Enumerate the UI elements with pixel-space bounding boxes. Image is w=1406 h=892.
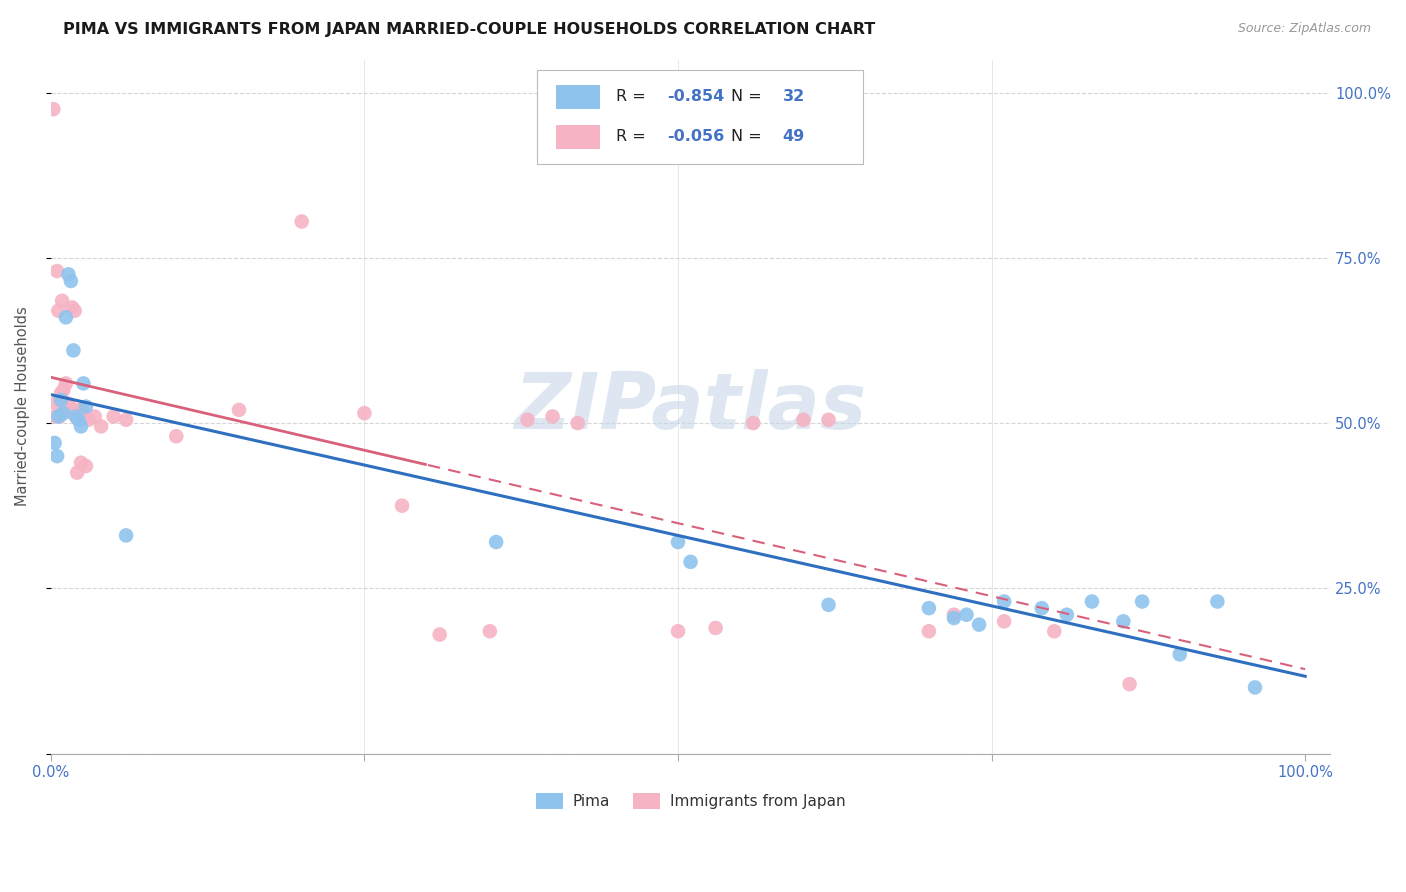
FancyBboxPatch shape bbox=[557, 85, 600, 109]
Point bbox=[72, 409, 94, 424]
Point bbox=[65, 409, 87, 424]
Point bbox=[44, 436, 66, 450]
Point bbox=[429, 627, 451, 641]
Point bbox=[46, 264, 69, 278]
Point bbox=[993, 594, 1015, 608]
Point bbox=[56, 396, 79, 410]
Point bbox=[1081, 594, 1104, 608]
Point bbox=[942, 607, 965, 622]
Point bbox=[567, 416, 589, 430]
Point bbox=[46, 449, 69, 463]
Point bbox=[792, 413, 814, 427]
Point bbox=[75, 400, 97, 414]
Point bbox=[75, 458, 97, 473]
Point bbox=[55, 376, 77, 391]
Point bbox=[49, 386, 72, 401]
Point bbox=[52, 383, 75, 397]
Point bbox=[1130, 594, 1153, 608]
Point bbox=[391, 499, 413, 513]
Point bbox=[704, 621, 727, 635]
FancyBboxPatch shape bbox=[537, 70, 863, 164]
Point bbox=[165, 429, 187, 443]
Point bbox=[541, 409, 564, 424]
Point bbox=[67, 413, 90, 427]
Point bbox=[63, 303, 86, 318]
Point bbox=[42, 102, 65, 116]
Point bbox=[66, 466, 89, 480]
Point bbox=[58, 268, 80, 282]
Point bbox=[115, 528, 138, 542]
Point bbox=[44, 409, 66, 424]
Point bbox=[955, 607, 977, 622]
Y-axis label: Married-couple Households: Married-couple Households bbox=[15, 307, 30, 507]
Point bbox=[53, 396, 76, 410]
Point bbox=[1031, 601, 1053, 615]
Point bbox=[291, 214, 314, 228]
Point bbox=[478, 624, 501, 639]
Point bbox=[942, 611, 965, 625]
Point bbox=[45, 396, 67, 410]
Point bbox=[817, 598, 839, 612]
Text: PIMA VS IMMIGRANTS FROM JAPAN MARRIED-COUPLE HOUSEHOLDS CORRELATION CHART: PIMA VS IMMIGRANTS FROM JAPAN MARRIED-CO… bbox=[63, 22, 876, 37]
Point bbox=[666, 624, 689, 639]
Point bbox=[70, 402, 93, 417]
Point bbox=[353, 406, 375, 420]
Point bbox=[1043, 624, 1066, 639]
Point bbox=[1244, 681, 1267, 695]
Point bbox=[49, 392, 72, 407]
Point bbox=[993, 615, 1015, 629]
Point bbox=[516, 413, 538, 427]
Point bbox=[742, 416, 765, 430]
Point bbox=[70, 419, 93, 434]
Point bbox=[59, 400, 82, 414]
Point bbox=[60, 301, 83, 315]
Point bbox=[48, 303, 70, 318]
Point bbox=[59, 402, 82, 417]
Point bbox=[90, 419, 112, 434]
Text: N =: N = bbox=[731, 89, 768, 104]
FancyBboxPatch shape bbox=[557, 125, 600, 149]
Point bbox=[485, 535, 508, 549]
Legend: Pima, Immigrants from Japan: Pima, Immigrants from Japan bbox=[530, 787, 851, 815]
Point bbox=[1118, 677, 1140, 691]
Point bbox=[1206, 594, 1229, 608]
Point bbox=[679, 555, 702, 569]
Point bbox=[817, 413, 839, 427]
Text: ZIPatlas: ZIPatlas bbox=[515, 368, 866, 444]
Text: 32: 32 bbox=[783, 89, 804, 104]
Point bbox=[83, 409, 105, 424]
Point bbox=[103, 409, 125, 424]
Text: -0.056: -0.056 bbox=[668, 129, 724, 145]
Point bbox=[67, 402, 90, 417]
Point bbox=[1112, 615, 1135, 629]
Point bbox=[65, 409, 87, 424]
Text: 49: 49 bbox=[783, 129, 804, 145]
Point bbox=[51, 293, 73, 308]
Point bbox=[72, 376, 94, 391]
Text: Source: ZipAtlas.com: Source: ZipAtlas.com bbox=[1237, 22, 1371, 36]
Point bbox=[59, 274, 82, 288]
Text: R =: R = bbox=[616, 89, 651, 104]
Point bbox=[48, 409, 70, 424]
Point bbox=[666, 535, 689, 549]
Point bbox=[55, 310, 77, 325]
Point bbox=[52, 406, 75, 420]
Point bbox=[62, 343, 84, 358]
Point bbox=[1056, 607, 1078, 622]
Text: R =: R = bbox=[616, 129, 651, 145]
Point bbox=[228, 402, 250, 417]
Point bbox=[77, 413, 100, 427]
Point bbox=[918, 624, 941, 639]
Text: -0.854: -0.854 bbox=[668, 89, 724, 104]
Point bbox=[1168, 648, 1191, 662]
Point bbox=[967, 617, 990, 632]
Point bbox=[48, 409, 70, 424]
Text: N =: N = bbox=[731, 129, 768, 145]
Point bbox=[70, 456, 93, 470]
Point bbox=[62, 406, 84, 420]
Point bbox=[918, 601, 941, 615]
Point bbox=[115, 413, 138, 427]
